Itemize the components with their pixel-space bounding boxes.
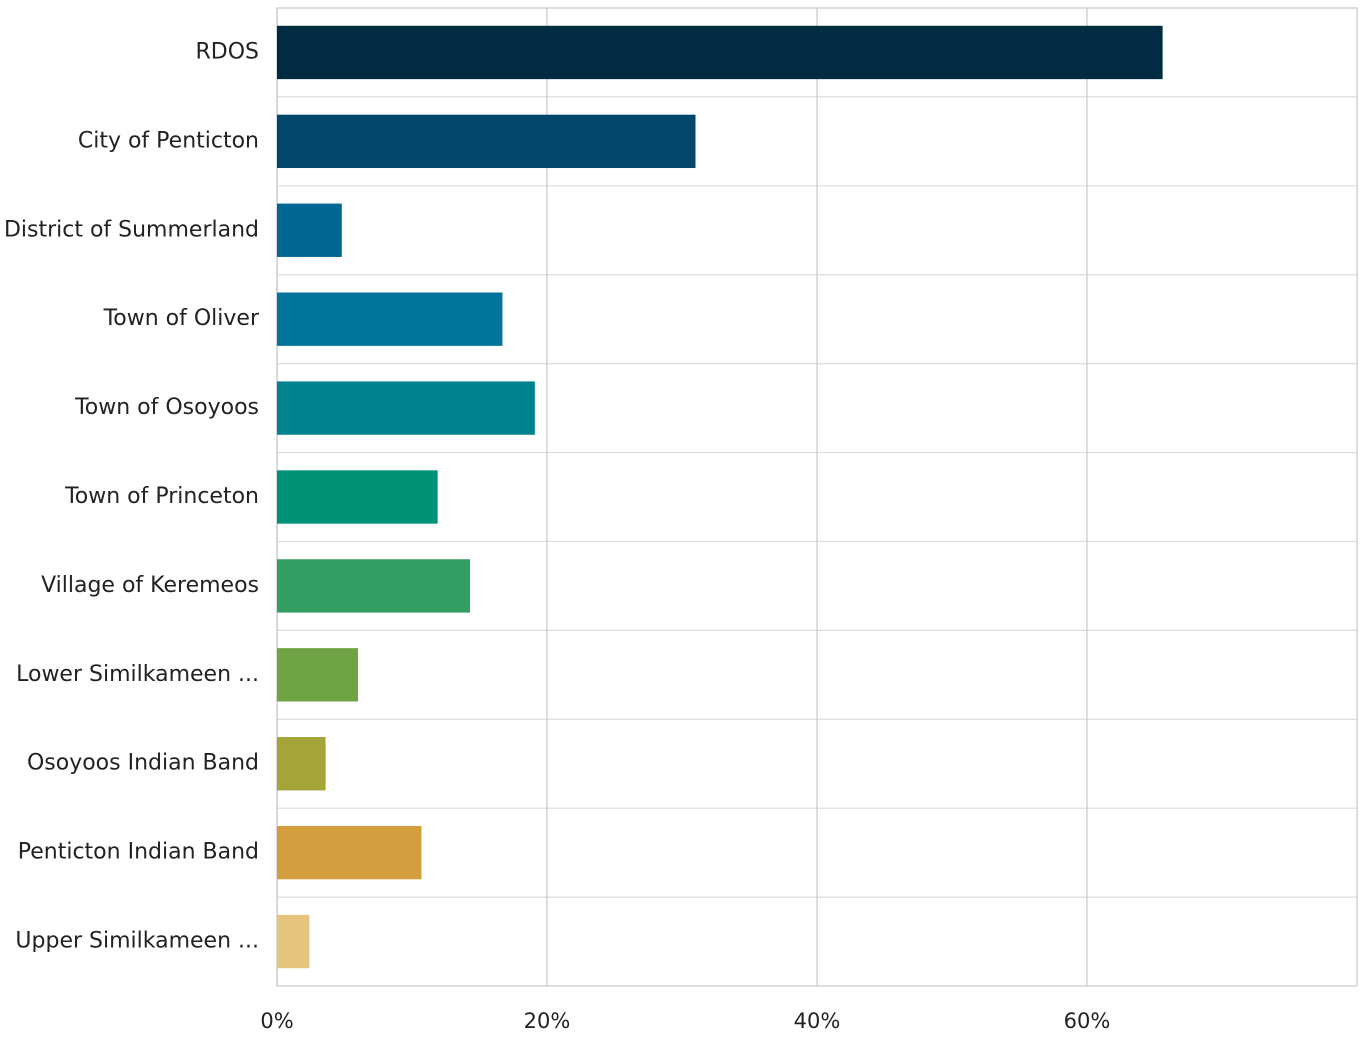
bars [277, 25, 1163, 969]
category-label: Town of Osoyoos [74, 395, 259, 420]
category-label: Town of Princeton [64, 484, 259, 509]
category-label: City of Penticton [78, 128, 259, 153]
bar [277, 737, 326, 791]
bar [277, 25, 1163, 80]
category-label: Town of Oliver [103, 306, 260, 331]
x-tick-label: 20% [524, 1009, 571, 1033]
category-label: Upper Similkameen ... [15, 929, 259, 954]
category-label: Penticton Indian Band [18, 840, 259, 865]
bar [277, 559, 471, 613]
bar [277, 648, 358, 702]
x-tick-label: 60% [1064, 1009, 1111, 1033]
x-tick-label: 40% [794, 1009, 841, 1033]
bar [277, 114, 696, 169]
category-label: District of Summerland [4, 217, 259, 242]
bar [277, 914, 310, 969]
bar [277, 381, 535, 435]
x-axis-tick-labels: 0% 20% 40% 60% [260, 1009, 1110, 1033]
bar [277, 470, 438, 524]
category-labels: RDOS City of Penticton District of Summerl… [4, 39, 260, 953]
x-tick-label: 0% [260, 1009, 293, 1033]
category-label: Lower Similkameen ... [16, 662, 259, 687]
bar [277, 292, 503, 346]
bar [277, 203, 342, 257]
category-label: Village of Keremeos [41, 573, 259, 598]
grid [276, 7, 1358, 987]
bar [277, 825, 422, 880]
category-label: Osoyoos Indian Band [27, 751, 259, 776]
category-label: RDOS [195, 39, 259, 64]
